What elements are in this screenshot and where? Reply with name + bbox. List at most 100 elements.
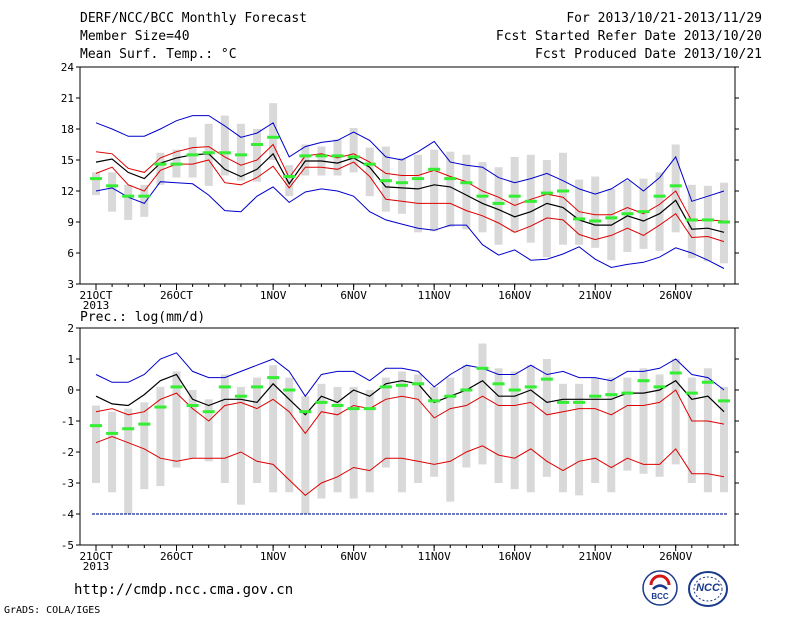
precip-member-mean-marker xyxy=(701,380,714,384)
temp-y-tick-label: 9 xyxy=(67,216,74,229)
temp-member-mean-marker xyxy=(492,201,505,205)
temp-member-mean-marker xyxy=(218,151,231,155)
precip-range-box xyxy=(591,377,600,483)
temp-member-mean-marker xyxy=(106,184,119,188)
temp-range-box xyxy=(108,172,117,212)
temp-member-mean-marker xyxy=(718,220,730,224)
temp-range-box xyxy=(92,172,100,196)
temp-x-year-label: 2013 xyxy=(83,299,110,312)
precip-member-mean-marker xyxy=(444,394,457,398)
precip-x-year-label: 2013 xyxy=(83,560,110,573)
temp-member-mean-marker xyxy=(701,218,714,222)
temp-member-mean-marker xyxy=(299,154,312,158)
temp-blue-upper-line xyxy=(95,115,725,202)
temp-member-mean-marker xyxy=(267,135,280,139)
precip-x-tick-label: 16NOV xyxy=(498,550,531,563)
temp-range-box xyxy=(236,123,245,181)
precip-member-mean-marker xyxy=(283,388,296,392)
temp-member-mean-marker xyxy=(154,162,167,166)
precip-member-mean-marker xyxy=(218,385,231,389)
precip-y-tick-label: 1 xyxy=(67,353,74,366)
source-url[interactable]: http://cmdp.ncc.cma.gov.cn xyxy=(74,582,294,598)
temp-y-tick-label: 21 xyxy=(61,92,74,105)
precip-member-mean-marker xyxy=(669,371,682,375)
precip-range-box xyxy=(430,386,439,477)
precip-member-mean-marker xyxy=(556,400,569,404)
temp-member-mean-marker xyxy=(138,194,151,198)
temp-member-mean-marker xyxy=(428,167,441,171)
precip-blue-upper-line xyxy=(95,352,725,398)
forecast-period: For 2013/10/21-2013/11/29 xyxy=(566,11,762,26)
temp-member-mean-marker xyxy=(589,219,602,223)
precip-range-box xyxy=(220,374,229,483)
precip-range-box xyxy=(156,386,165,487)
precip-member-mean-marker xyxy=(540,377,553,381)
temp-plot-frame xyxy=(79,66,736,285)
precip-range-box xyxy=(172,371,181,468)
precip-x-tick-label: 21NOV xyxy=(579,550,612,563)
temp-range-box xyxy=(156,152,165,185)
temp-member-mean-marker xyxy=(395,181,408,185)
temp-y-tick-label: 3 xyxy=(67,278,74,291)
temp-member-mean-marker xyxy=(251,143,264,146)
precip-range-box xyxy=(381,377,390,468)
temp-red-upper-line xyxy=(95,143,725,222)
temp-x-tick-label: 1NOV xyxy=(260,289,287,302)
temp-range-box xyxy=(124,184,133,220)
precip-red-upper-line xyxy=(95,389,725,435)
temp-x-tick-label: 26NOV xyxy=(659,289,692,302)
precip-member-mean-marker xyxy=(589,394,602,398)
temp-member-mean-marker xyxy=(170,162,183,166)
temp-y-tick-label: 6 xyxy=(67,247,74,260)
temp-range-box xyxy=(397,157,406,214)
precip-x-tick-label: 1NOV xyxy=(260,550,287,563)
temp-member-mean-marker xyxy=(122,194,135,198)
precip-member-mean-marker xyxy=(685,391,698,395)
grads-credit: GrADS: COLA/IGES xyxy=(4,605,101,616)
precip-member-mean-marker xyxy=(573,400,586,404)
temp-range-box xyxy=(510,156,519,233)
precip-y-tick-label: -3 xyxy=(61,477,74,490)
precip-x-tick-label: 11NOV xyxy=(418,550,451,563)
temp-x-tick-label: 21OCT xyxy=(79,289,112,302)
precip-range-box xyxy=(124,408,133,514)
temp-range-box xyxy=(349,127,358,173)
temp-member-mean-marker xyxy=(331,154,344,158)
precip-member-mean-marker xyxy=(299,410,312,414)
precip-member-mean-marker xyxy=(524,385,537,389)
precip-range-box xyxy=(623,377,632,471)
temp-member-mean-marker xyxy=(412,177,425,181)
precip-member-mean-marker xyxy=(476,366,489,370)
precip-range-box xyxy=(365,390,374,493)
temp-member-mean-marker xyxy=(637,210,650,214)
temp-red-lower-line xyxy=(95,159,725,243)
temp-member-mean-marker xyxy=(573,217,586,221)
temp-member-mean-marker xyxy=(90,177,102,181)
precip-member-mean-marker xyxy=(106,431,119,435)
precip-range-box xyxy=(285,377,294,493)
temp-member-mean-marker xyxy=(556,189,569,193)
temp-blue-lower-line xyxy=(95,181,725,269)
temp-x-tick-label: 6NOV xyxy=(340,289,367,302)
precip-x-tick-label: 6NOV xyxy=(340,550,367,563)
precip-member-mean-marker xyxy=(605,393,618,397)
temp-range-box xyxy=(253,129,262,182)
precip-member-mean-marker xyxy=(90,424,102,428)
precip-member-mean-marker xyxy=(395,383,408,387)
precip-member-mean-marker xyxy=(138,422,151,426)
precip-y-tick-label: -4 xyxy=(61,508,75,521)
precip-range-box xyxy=(414,374,423,483)
temp-range-box xyxy=(140,184,149,217)
precip-range-box xyxy=(317,383,326,499)
precip-range-box xyxy=(478,343,487,465)
precip-range-box xyxy=(236,386,245,505)
precip-range-box xyxy=(671,359,680,465)
precip-range-box xyxy=(253,377,262,483)
precip-member-mean-marker xyxy=(460,388,473,392)
precip-range-box xyxy=(639,368,648,474)
temp-y-tick-label: 18 xyxy=(61,123,74,136)
temp-member-mean-marker xyxy=(540,191,553,195)
precip-x-tick-label: 21OCT xyxy=(79,550,112,563)
temp-range-box xyxy=(655,172,664,251)
